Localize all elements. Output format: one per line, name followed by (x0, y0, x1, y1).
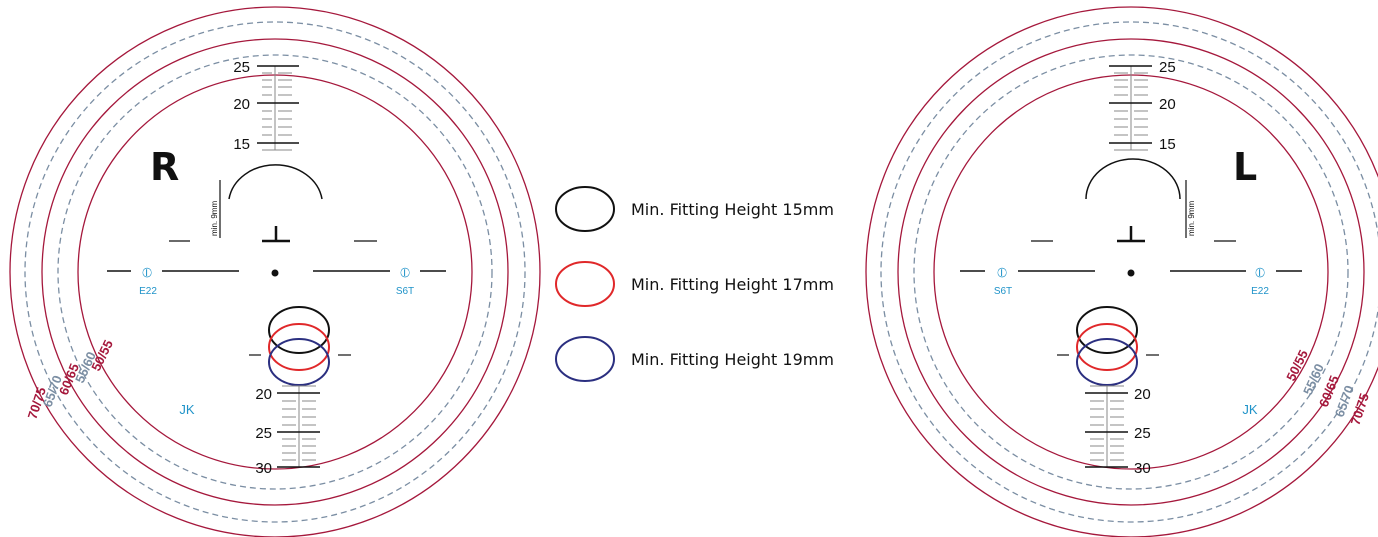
min-height-label: min. 9mm (210, 201, 219, 236)
scale-label-bottom-3: 30 (1134, 460, 1151, 477)
legend: Min. Fitting Height 15mm Min. Fitting He… (555, 186, 834, 382)
prism-reference-point (271, 269, 279, 277)
ring-65-70 (880, 21, 1378, 523)
scale-label-bottom-3: 30 (255, 460, 272, 477)
maker-mark: JK (179, 402, 195, 417)
legend-swatch-19mm (555, 336, 615, 382)
ring-55-60 (913, 54, 1349, 490)
prism-reference-point (1127, 269, 1135, 277)
scale-label-top-2: 20 (1159, 96, 1176, 113)
engraving-symbol-right: ⦶ (1254, 265, 1265, 281)
fitting-ellipse-17mm (1076, 323, 1138, 371)
engraving-code-right: S6T (396, 286, 414, 297)
left-lens: 25 20 15 L min. 9mm ⦶ S6T ⦶ E22 JK (865, 6, 1378, 537)
legend-label-15mm: Min. Fitting Height 15mm (631, 200, 834, 219)
legend-swatch-15mm (555, 186, 615, 232)
engraving-code-left: S6T (994, 286, 1012, 297)
scale-label-bottom-2: 25 (255, 425, 272, 442)
fitting-ellipse-15mm (1076, 306, 1138, 354)
engraving-code-left: E22 (139, 286, 157, 297)
scale-label-top-1: 25 (233, 59, 250, 76)
near-zone-arc (1085, 158, 1181, 200)
ring-70-75 (9, 6, 541, 537)
legend-label-17mm: Min. Fitting Height 17mm (631, 275, 834, 294)
top-height-scale (257, 65, 299, 151)
scale-label-bottom-2: 25 (1134, 425, 1151, 442)
scale-label-top-2: 20 (233, 96, 250, 113)
engraving-symbol-right: ⦶ (399, 265, 410, 281)
scale-label-top-3: 15 (1159, 136, 1176, 153)
bottom-height-scale (1085, 385, 1128, 468)
engraving-symbol-left: ⦶ (141, 265, 152, 281)
fitting-ellipse-17mm (268, 323, 330, 371)
engraving-symbol-left: ⦶ (996, 265, 1007, 281)
ring-55-60 (57, 54, 493, 490)
fitting-ellipse-19mm (1076, 338, 1138, 386)
eye-label-left: L (1233, 145, 1257, 189)
ring-60-65 (897, 38, 1365, 506)
engraving-code-right: E22 (1251, 286, 1269, 297)
maker-mark: JK (1242, 402, 1258, 417)
legend-swatch-17mm (555, 261, 615, 307)
min-height-label: min. 9mm (1187, 201, 1196, 236)
right-lens: 25 20 15 R min. 9mm ⦶ E22 ⦶ S6T JK (9, 6, 541, 537)
ring-65-70 (24, 21, 526, 523)
bottom-height-scale (277, 385, 320, 468)
ring-60-65 (41, 38, 509, 506)
top-height-scale (1109, 65, 1152, 151)
near-zone-arc (228, 164, 323, 200)
scale-label-top-1: 25 (1159, 59, 1176, 76)
scale-label-top-3: 15 (233, 136, 250, 153)
eye-label-right: R (150, 145, 179, 189)
ring-70-75 (865, 6, 1378, 537)
fitting-ellipse-15mm (268, 306, 330, 354)
scale-label-bottom-1: 20 (1134, 386, 1151, 403)
fitting-ellipse-19mm (268, 338, 330, 386)
legend-label-19mm: Min. Fitting Height 19mm (631, 350, 834, 369)
scale-label-bottom-1: 20 (255, 386, 272, 403)
